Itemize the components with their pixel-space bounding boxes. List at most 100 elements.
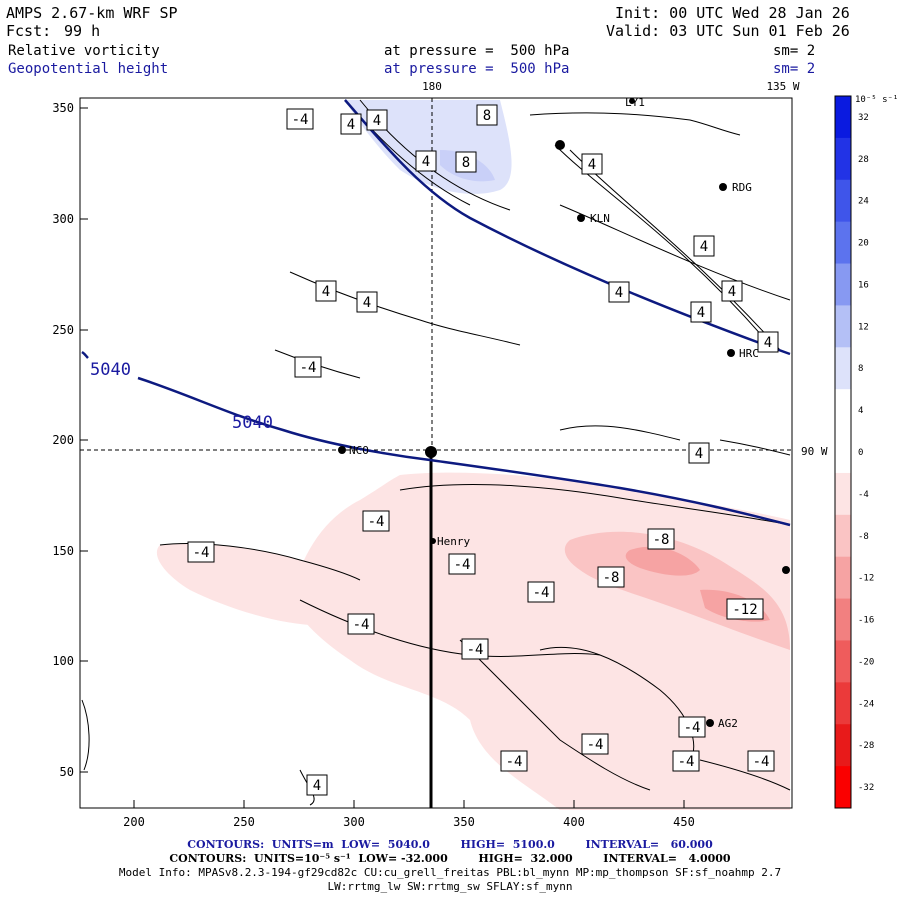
station-dot [577,214,585,222]
contour-label-box: 4 [757,331,779,353]
colorbar-tick: 0 [858,448,863,458]
vort-label: 4 [322,284,330,300]
vort-label: -4 [368,514,385,530]
colorbar-tick: -16 [858,616,874,626]
colorbar-swatch [835,137,851,181]
colorbar-tick: -20 [858,657,874,667]
contour-label-box: -4 [672,750,700,772]
colorbar-tick: -4 [858,490,869,500]
colorbar-swatch [835,724,851,767]
x-tick: 300 [343,815,365,829]
contour-label-box: 4 [690,301,712,323]
y-tick: 150 [52,544,74,558]
vort-label: -4 [587,737,604,753]
station-rdg: RDG [732,181,752,194]
x-tick: 200 [123,815,145,829]
y-tick: 200 [52,433,74,447]
colorbar-tick: 28 [858,155,869,165]
init-time: Init: 00 UTC Wed 28 Jan 26 [615,4,850,22]
station-dot [338,446,346,454]
contour-label-box: 4 [306,774,328,796]
colorbar-tick: 8 [858,364,863,374]
contour-label-box: 4 [340,113,362,135]
contour-label-box: -4 [461,638,489,660]
colorbar-swatch [835,556,851,600]
vort-label: -4 [506,754,523,770]
height-label-2: 5040 [232,413,273,433]
contour-label-box: -4 [448,553,476,575]
y-tick: 100 [52,654,74,668]
contour-label-box: -4 [347,613,375,635]
vort-label: 4 [588,157,596,173]
colorbar-tick: 4 [858,406,863,416]
vort-label: 8 [483,108,491,124]
vort-label: 4 [347,117,355,133]
contour-label-box: 4 [693,235,715,257]
colorbar-tick: 32 [858,113,869,123]
contour-label-box: 4 [688,442,710,464]
contour-label-box: -4 [527,581,555,603]
station-kln: KLN [590,212,610,225]
vort-label: -8 [603,570,620,586]
colorbar-swatch [835,263,851,306]
vort-label: -4 [684,720,701,736]
model-title: AMPS 2.67-km WRF SP [6,4,178,22]
colorbar-tick: -32 [858,783,874,793]
station-dot [430,538,436,544]
contour-label-box: -4 [0,0,8,4]
field1-level: at pressure = 500 hPa [384,43,570,59]
colorbar-swatch [835,179,851,223]
contour-label-box: -12 [726,598,764,620]
colorbar-tick: 20 [858,239,869,249]
colorbar-swatch [835,347,851,390]
vort-label: -4 [300,360,317,376]
vort-label: 4 [728,284,736,300]
contour-label-box: -4 [362,510,390,532]
height-contour-info: CONTOURS: UNITS=m LOW= 5040.0 HIGH= 5100… [187,838,713,851]
colorbar-tick: 16 [858,280,869,290]
vort-label: 4 [615,285,623,301]
colorbar-swatch [835,640,851,683]
colorbar-swatch [835,96,851,139]
vort-label: -12 [732,602,757,618]
valid-time: Valid: 03 UTC Sun 01 Feb 26 [606,22,850,40]
contour-label-box: 8 [476,104,498,126]
vort-label: -4 [678,754,695,770]
lon-label-180: 180 [422,80,442,93]
colorbar-tick: -28 [858,741,874,751]
station-dot [719,183,727,191]
colorbar-swatch [835,305,851,348]
contour-label-box: -4 [500,750,528,772]
station-nco: NCO [349,444,369,457]
axis-ticks [80,107,685,808]
colorbar: 32 28 24 20 16 12 8 4 0 -4 -8 -12 -16 -20 -24 -28 -32 [834,95,874,809]
colorbar-swatch [835,472,851,516]
lon-label-135w: 135 W [766,80,799,93]
colorbar-tick: 12 [858,322,869,332]
station-dot [782,566,790,574]
lon-label-90w: 90 W [801,445,828,458]
plot-frame [79,97,793,809]
field1-name: Relative vorticity [8,43,160,59]
contour-label-box: -4 [294,356,322,378]
colorbar-swatch [835,598,851,641]
contour-label-box: -8 [597,566,625,588]
station-dot [706,719,714,727]
contour-label-box: 4 [356,291,378,313]
colorbar-frame [834,95,852,809]
contour-label-box: 4 [581,153,603,175]
colorbar-swatch [835,389,851,432]
y-tick: 350 [52,101,74,115]
vort-label: 4 [373,113,381,129]
stations: RDG KLN HRC NCO Henry AG2 LY1 [338,96,790,730]
contour-label-box: 4 [721,280,743,302]
station-henry: Henry [437,535,470,548]
colorbar-unit: 10⁻⁵ s⁻¹ [855,95,898,105]
vort-label: 4 [695,446,703,462]
station-hrc: HRC [739,347,759,360]
height-label-1: 5040 [90,360,131,380]
model-info-2: LW:rrtmg_lw SW:rrtmg_sw SFLAY:sf_mynn [327,880,573,893]
colorbar-tick: 24 [858,197,869,207]
station-cluster [555,140,565,150]
vort-label: -4 [292,112,309,128]
